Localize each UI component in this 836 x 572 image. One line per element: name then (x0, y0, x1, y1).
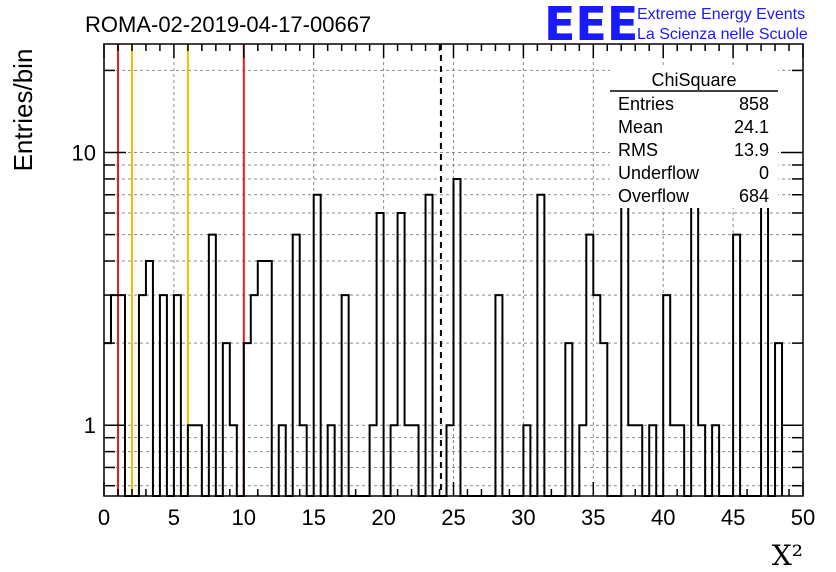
stats-label-rms: RMS (618, 140, 658, 160)
y-axis-title: Entries/bin (8, 49, 38, 172)
logo-letters: EEE (544, 0, 638, 51)
logo-line-1: Extreme Energy Events (637, 6, 805, 23)
axis-ticks (103, 44, 804, 496)
stats-label-overflow: Overflow (618, 186, 690, 206)
eee-logo: EEE Extreme Energy Events La Scienza nel… (544, 0, 808, 51)
y-tick-label: 10 (72, 141, 96, 166)
stats-value-underflow: 0 (759, 163, 769, 183)
stats-value-entries: 858 (739, 94, 769, 114)
x-tick-label: 5 (168, 505, 180, 530)
x-tick-label: 30 (511, 505, 535, 530)
stats-value-overflow: 684 (739, 186, 769, 206)
y-tick-label: 1 (84, 413, 96, 438)
tick-labels: 0 5 10 15 20 25 30 35 40 45 50 1 10 (72, 141, 816, 530)
x-tick-label: 15 (301, 505, 325, 530)
stats-name: ChiSquare (651, 70, 736, 90)
stats-value-rms: 13.9 (734, 140, 769, 160)
stats-label-entries: Entries (618, 94, 674, 114)
x-axis-title: X² (772, 539, 803, 572)
x-tick-label: 35 (581, 505, 605, 530)
x-tick-label: 0 (98, 505, 110, 530)
stats-label-mean: Mean (618, 117, 663, 137)
stats-label-underflow: Underflow (618, 163, 700, 183)
chart-title: ROMA-02-2019-04-17-00667 (85, 12, 371, 37)
x-tick-label: 45 (721, 505, 745, 530)
logo-line-2: La Scienza nelle Scuole (637, 26, 808, 43)
x-tick-label: 20 (371, 505, 395, 530)
x-tick-label: 50 (791, 505, 815, 530)
x-tick-label: 10 (232, 505, 256, 530)
stats-box: ChiSquare Entries 858 Mean 24.1 RMS 13.9… (610, 68, 778, 208)
x-tick-label: 40 (651, 505, 675, 530)
x-tick-label: 25 (441, 505, 465, 530)
histogram-line (104, 111, 784, 497)
stats-value-mean: 24.1 (734, 117, 769, 137)
